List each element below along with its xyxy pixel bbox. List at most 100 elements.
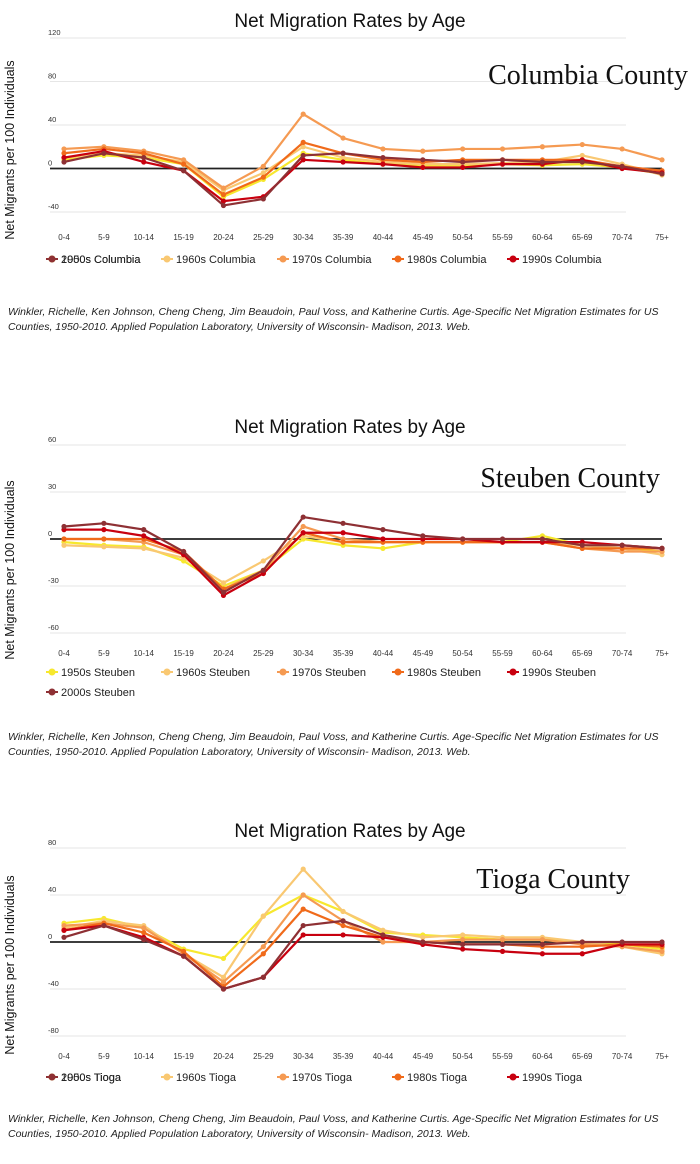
x-tick-label: 25-29 bbox=[253, 649, 274, 658]
chart-panel-tioga: Net Migration Rates by Age Net Migrants p… bbox=[0, 810, 700, 1110]
y-tick-label: -30 bbox=[48, 576, 59, 585]
series-2000s-steuben bbox=[61, 514, 665, 595]
data-point bbox=[619, 163, 625, 169]
x-tick-label: 75+ bbox=[655, 1052, 669, 1061]
series-line bbox=[63, 919, 662, 991]
legend-label: 1990s Columbia bbox=[522, 254, 602, 266]
data-point bbox=[141, 527, 147, 533]
data-point bbox=[380, 527, 386, 533]
data-point bbox=[220, 986, 227, 992]
x-tick-label: 65-69 bbox=[572, 233, 593, 242]
data-point bbox=[260, 974, 266, 980]
series-1990s-steuben bbox=[61, 527, 665, 598]
data-point bbox=[260, 558, 266, 564]
data-point bbox=[300, 932, 306, 938]
y-tick-label: 0 bbox=[48, 932, 52, 941]
data-point bbox=[61, 927, 67, 933]
data-point bbox=[499, 937, 506, 943]
x-tick-label: 25-29 bbox=[253, 1052, 274, 1061]
data-point bbox=[260, 951, 266, 957]
data-point bbox=[420, 934, 426, 940]
x-tick-label: 5-9 bbox=[98, 233, 110, 242]
data-point bbox=[579, 939, 585, 945]
x-tick-label: 5-9 bbox=[98, 1052, 110, 1061]
data-point bbox=[260, 163, 266, 169]
county-annotation: Steuben County bbox=[480, 463, 660, 494]
data-point bbox=[141, 150, 147, 156]
data-point bbox=[260, 174, 266, 180]
x-tick-label: 40-44 bbox=[373, 233, 394, 242]
data-point bbox=[300, 514, 306, 520]
data-point bbox=[659, 545, 665, 551]
data-point bbox=[340, 159, 346, 165]
legend-swatch-dot bbox=[279, 668, 287, 676]
data-point bbox=[619, 542, 625, 548]
data-point bbox=[380, 939, 386, 945]
data-point bbox=[260, 913, 266, 919]
data-point bbox=[300, 144, 306, 150]
data-point bbox=[260, 170, 266, 176]
data-point bbox=[340, 932, 346, 938]
legend-swatch-dot bbox=[48, 668, 56, 676]
data-point bbox=[579, 159, 585, 165]
data-point bbox=[460, 164, 466, 171]
x-tick-label: 0-4 bbox=[58, 1052, 70, 1061]
series-1970s-tioga bbox=[61, 892, 665, 985]
x-tick-label: 50-54 bbox=[452, 1052, 473, 1061]
data-point bbox=[101, 922, 107, 929]
y-axis-label: Net Migrants per 100 Individuals bbox=[3, 60, 17, 239]
y-tick-label: 120 bbox=[48, 28, 61, 37]
x-tick-label: 10-14 bbox=[133, 233, 154, 242]
chart-columbia: Net Migration Rates by Age Net Migrants p… bbox=[3, 11, 688, 266]
x-tick-label: 35-39 bbox=[333, 649, 354, 658]
series-line bbox=[63, 893, 663, 960]
legend-label: 1970s Steuben bbox=[292, 667, 366, 679]
data-point bbox=[181, 161, 187, 167]
legend-label: 2000s Columbia bbox=[61, 254, 141, 266]
series-line bbox=[63, 113, 663, 190]
data-point bbox=[499, 941, 506, 947]
legend-swatch-dot bbox=[163, 668, 171, 676]
data-point bbox=[300, 892, 306, 898]
y-axis-label: Net Migrants per 100 Individuals bbox=[3, 875, 17, 1054]
data-point bbox=[181, 157, 187, 163]
legend-swatch-dot bbox=[394, 668, 402, 676]
data-point bbox=[141, 533, 147, 539]
legend-swatch-dot bbox=[509, 668, 517, 676]
y-tick-label: -40 bbox=[48, 979, 59, 988]
legend-label: 1970s Columbia bbox=[292, 254, 372, 266]
data-point bbox=[181, 168, 187, 174]
data-point bbox=[460, 536, 466, 542]
data-point bbox=[61, 150, 67, 156]
data-point bbox=[659, 939, 665, 945]
data-point bbox=[61, 922, 67, 929]
data-point bbox=[61, 159, 67, 165]
legend-swatch-dot bbox=[48, 688, 56, 696]
data-point bbox=[659, 948, 665, 954]
data-point bbox=[539, 159, 546, 165]
legend-label: 1990s Steuben bbox=[522, 667, 596, 679]
legend-swatch-dot bbox=[394, 1073, 402, 1081]
citation-steuben: Winkler, Richelle, Ken Johnson, Cheng Ch… bbox=[8, 731, 659, 758]
data-point bbox=[141, 155, 147, 161]
data-point bbox=[420, 533, 426, 539]
y-tick-label: 80 bbox=[48, 838, 56, 847]
data-point bbox=[260, 567, 266, 573]
data-point bbox=[340, 135, 346, 141]
x-tick-label: 55-59 bbox=[492, 1052, 513, 1061]
data-point bbox=[61, 536, 67, 542]
county-annotation: Columbia County bbox=[488, 60, 688, 91]
x-tick-label: 30-34 bbox=[293, 1052, 314, 1061]
data-point bbox=[181, 948, 187, 954]
data-point bbox=[101, 150, 107, 156]
data-point bbox=[579, 542, 585, 548]
x-tick-label: 25-29 bbox=[253, 233, 274, 242]
data-point bbox=[499, 146, 506, 152]
data-point bbox=[380, 545, 386, 551]
data-point bbox=[340, 155, 346, 161]
x-tick-label: 60-64 bbox=[532, 1052, 553, 1061]
data-point bbox=[380, 536, 386, 542]
x-tick-label: 45-49 bbox=[413, 649, 434, 658]
legend-label: 1980s Steuben bbox=[407, 667, 481, 679]
data-point bbox=[539, 941, 546, 947]
